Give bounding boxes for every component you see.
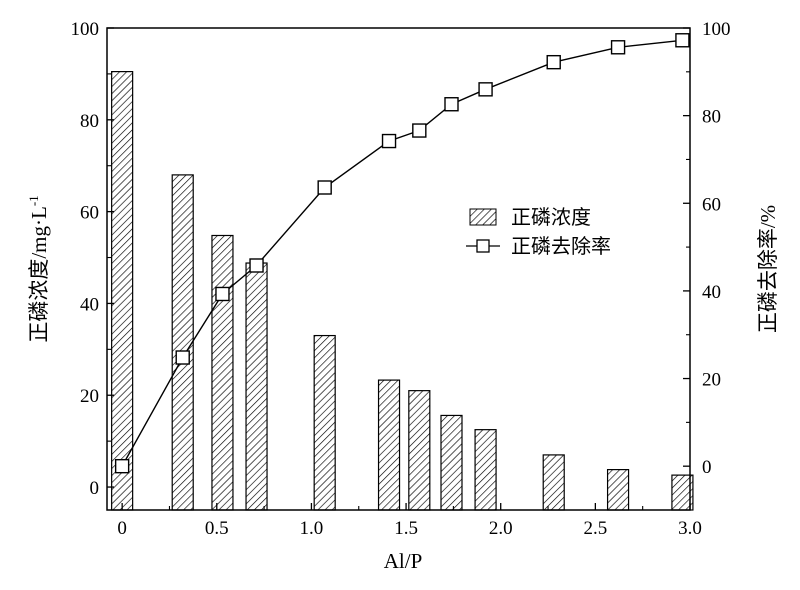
- y-right-tick-label: 80: [702, 107, 721, 128]
- legend-marker-swatch: [476, 239, 490, 253]
- bar: [474, 429, 497, 511]
- line-point: [381, 133, 397, 149]
- y-left-axis-label-superscript: -1: [26, 195, 41, 206]
- line-point: [478, 82, 493, 97]
- line-point: [175, 350, 190, 365]
- plot-frame: [106, 27, 691, 511]
- y-left-axis-label: 正磷浓度/mg·L-1: [26, 195, 51, 342]
- x-tick-label: 2.5: [583, 518, 607, 539]
- line-point: [675, 33, 690, 48]
- bar: [313, 334, 336, 511]
- y-left-axis-ticks: 0 20 40 60 80 100: [71, 19, 114, 499]
- line-point: [249, 258, 264, 273]
- line-point: [215, 286, 230, 302]
- y-left-tick-label: 100: [71, 19, 100, 40]
- legend-bar-label: 正磷浓度: [511, 206, 591, 229]
- y-right-tick-label: 100: [702, 19, 731, 40]
- removal-rate-line: [121, 39, 683, 467]
- y-left-tick-label: 20: [80, 386, 99, 407]
- x-tick-label: 1.0: [300, 518, 324, 539]
- x-tick-label: 3.0: [678, 518, 702, 539]
- line-point: [317, 180, 332, 195]
- line-point: [412, 123, 427, 138]
- y-right-axis-label: 正磷去除率/%: [756, 205, 780, 333]
- bar: [377, 379, 401, 511]
- line-series: [121, 39, 683, 467]
- x-tick-label: 0.5: [205, 518, 229, 539]
- y-left-tick-label: 80: [80, 111, 99, 132]
- bar: [542, 454, 565, 511]
- y-right-tick-label: 0: [702, 457, 712, 478]
- legend: 正磷浓度 正磷去除率: [466, 206, 611, 258]
- line-point: [610, 40, 626, 55]
- bar: [171, 174, 194, 511]
- y-right-tick-label: 40: [702, 282, 721, 303]
- bar: [111, 71, 134, 511]
- y-left-tick-label: 40: [80, 294, 99, 315]
- legend-bar-swatch: [469, 208, 497, 226]
- legend-line-label: 正磷去除率: [511, 235, 611, 258]
- bar-series: [111, 71, 694, 511]
- bar: [606, 469, 630, 511]
- x-axis-label: Al/P: [384, 549, 423, 573]
- bar: [211, 234, 234, 511]
- line-point: [546, 54, 561, 70]
- x-tick-label: 0: [117, 518, 127, 539]
- bar: [440, 414, 463, 511]
- x-tick-label: 2.0: [489, 518, 513, 539]
- y-right-tick-label: 20: [702, 370, 721, 391]
- x-axis-ticks: 0 0.5 1.0 1.5 2.0 2.5 3.0: [117, 503, 702, 539]
- line-markers: [114, 33, 690, 474]
- bar: [408, 390, 431, 511]
- line-point: [444, 97, 459, 112]
- x-tick-label: 1.5: [394, 518, 418, 539]
- line-point: [114, 458, 130, 474]
- y-left-tick-label: 60: [80, 203, 99, 224]
- y-left-tick-label: 0: [90, 478, 100, 499]
- y-right-axis-ticks: 0 20 40 60 80 100: [683, 19, 731, 478]
- bar: [245, 262, 268, 511]
- y-right-tick-label: 60: [702, 194, 721, 215]
